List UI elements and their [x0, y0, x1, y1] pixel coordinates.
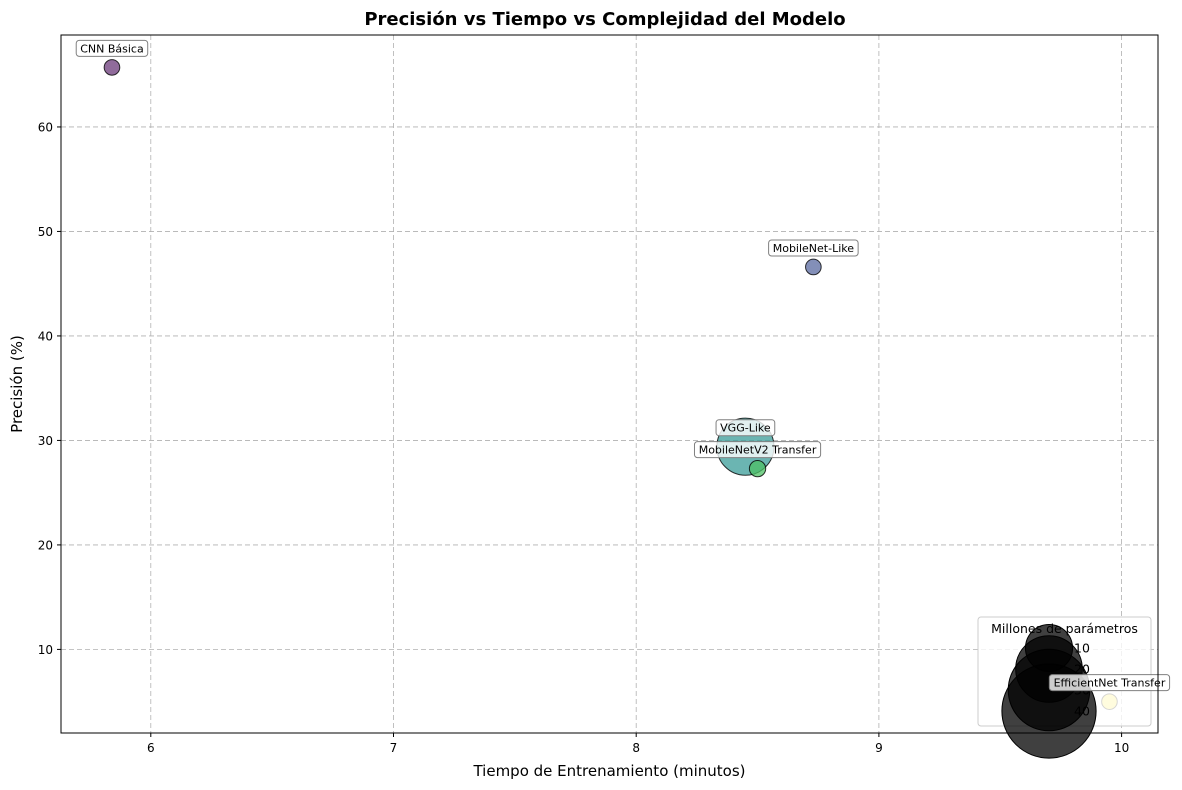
axis-ticks: 6 7 8 9 10 10 20 30 40 50 60: [38, 120, 1130, 755]
annotation-box: [1048, 674, 1171, 692]
y-tick-label: 50: [38, 225, 53, 239]
y-tick-label: 30: [38, 434, 53, 448]
y-tick-label: 60: [38, 120, 53, 134]
x-tick-label: 8: [632, 741, 640, 755]
y-axis-label: Precisión (%): [8, 335, 26, 433]
grid: [61, 35, 1158, 733]
legend-title: Millones de parámetros: [991, 621, 1138, 636]
y-tick-label: 10: [38, 643, 53, 657]
annotation-box: [75, 39, 149, 57]
data-point-bubble: [103, 59, 121, 76]
data-points: [103, 59, 1118, 710]
data-point-bubble: [805, 258, 822, 276]
annotation-text: CNN Básica: [80, 42, 144, 55]
annotation-text: VGG-Like: [720, 422, 771, 435]
y-tick-label: 20: [38, 538, 53, 552]
data-point-bubble: [748, 459, 767, 478]
annotation-label: VGG-Like: [715, 419, 776, 437]
y-tick-label: 40: [38, 329, 53, 343]
annotation-text: MobileNet-Like: [773, 242, 855, 255]
legend-entry-label: 10: [1074, 641, 1090, 656]
chart-title: Precisión vs Tiempo vs Complejidad del M…: [364, 9, 845, 30]
legend-entry-label: 20: [1074, 662, 1090, 677]
annotation-label: MobileNet-Like: [768, 239, 859, 257]
annotation-box: [693, 441, 822, 459]
x-tick-label: 10: [1114, 741, 1129, 755]
x-axis-label: Tiempo de Entrenamiento (minutos): [472, 762, 745, 780]
annotation-label: MobileNetV2 Transfer: [693, 441, 822, 459]
annotation-label: EfficientNet Transfer: [1048, 674, 1171, 692]
x-tick-label: 7: [390, 741, 398, 755]
point-annotations: CNN Básica MobileNet-Like VGG-Like MobileNe…: [75, 39, 1171, 692]
annotation-box: [768, 239, 859, 257]
annotation-text: EfficientNet Transfer: [1054, 677, 1166, 690]
annotation-text: MobileNetV2 Transfer: [699, 444, 817, 457]
x-tick-label: 9: [875, 741, 883, 755]
legend-entry-label: 40: [1074, 704, 1090, 719]
x-tick-label: 6: [147, 741, 155, 755]
annotation-box: [715, 419, 776, 437]
plot-frame: [60, 34, 1159, 734]
annotation-label: CNN Básica: [75, 39, 149, 57]
